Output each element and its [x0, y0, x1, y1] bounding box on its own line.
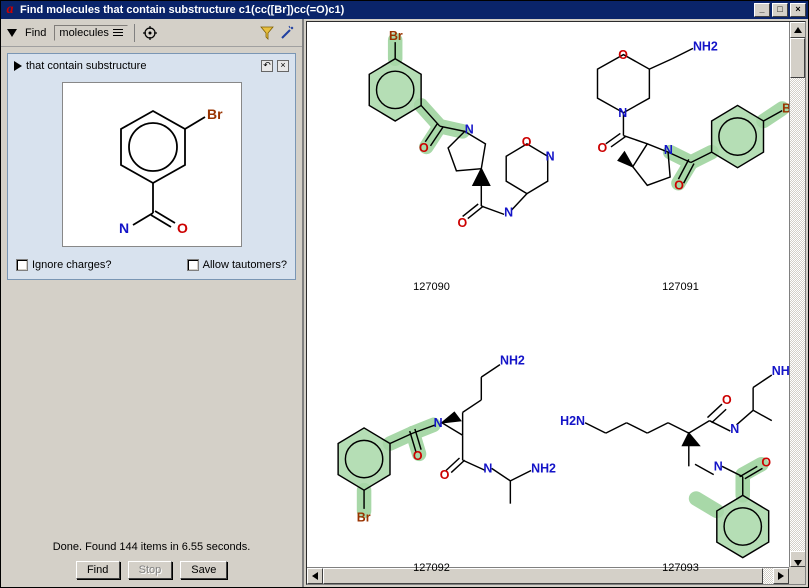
save-button[interactable]: Save: [180, 561, 227, 579]
svg-text:O: O: [522, 135, 532, 149]
svg-text:N: N: [664, 143, 673, 157]
svg-text:N: N: [546, 149, 555, 163]
svg-text:N: N: [483, 462, 492, 476]
svg-text:N: N: [618, 106, 627, 120]
expand-icon[interactable]: [14, 61, 22, 71]
settings-icon[interactable]: [141, 24, 159, 42]
dropdown-lines-icon: [113, 29, 123, 37]
result-id: 127090: [413, 281, 450, 293]
find-button[interactable]: Find: [76, 561, 120, 579]
titlebar: a Find molecules that contain substructu…: [1, 1, 808, 19]
query-toolbar: Find molecules: [1, 19, 302, 47]
separator: [134, 24, 135, 42]
scroll-thumb[interactable]: [790, 38, 805, 78]
scroll-down-icon[interactable]: [790, 551, 806, 567]
svg-text:O: O: [761, 455, 771, 469]
vertical-scrollbar[interactable]: [789, 22, 805, 567]
status-text: Done. Found 144 items in 6.55 seconds.: [1, 533, 302, 557]
result-id: 127091: [662, 281, 699, 293]
close-button[interactable]: ×: [790, 3, 806, 17]
ignore-charges-label: Ignore charges?: [32, 259, 112, 271]
scroll-up-icon[interactable]: [790, 22, 806, 38]
query-structure-canvas[interactable]: Br O N: [62, 82, 242, 247]
svg-text:N: N: [714, 459, 723, 473]
scroll-right-icon[interactable]: [773, 568, 789, 584]
svg-text:NH2: NH2: [693, 39, 718, 53]
result-id: 127093: [662, 562, 699, 574]
result-cell[interactable]: O N NH2 O N O Br 127091: [556, 22, 805, 303]
query-panel: Find molecules that contain subs: [1, 19, 304, 587]
result-id: 127092: [413, 562, 450, 574]
svg-text:O: O: [413, 449, 423, 463]
svg-text:N: N: [504, 205, 513, 219]
svg-text:O: O: [457, 216, 467, 230]
svg-text:H2N: H2N: [560, 414, 585, 428]
action-icon[interactable]: [278, 24, 296, 42]
svg-text:O: O: [674, 178, 684, 192]
type-dropdown-label: molecules: [59, 27, 109, 39]
svg-text:N: N: [465, 122, 474, 136]
svg-text:NH2: NH2: [500, 354, 525, 368]
window-title: Find molecules that contain substructure…: [20, 4, 752, 16]
atom-br: Br: [207, 106, 223, 122]
result-cell[interactable]: H2N O N NH2 N O 127093: [556, 303, 805, 584]
svg-text:N: N: [730, 422, 739, 436]
minimize-button[interactable]: _: [754, 3, 770, 17]
result-cell[interactable]: Br O N O N O N 127090: [307, 22, 556, 303]
result-cell[interactable]: Br O N NH2 O N NH2 127092: [307, 303, 556, 584]
ignore-charges-checkbox[interactable]: Ignore charges?: [16, 259, 112, 271]
svg-text:O: O: [598, 141, 608, 155]
svg-text:N: N: [434, 416, 443, 430]
scroll-left-icon[interactable]: [307, 568, 323, 584]
svg-text:NH2: NH2: [531, 462, 556, 476]
horizontal-scrollbar[interactable]: [307, 567, 789, 584]
stop-button: Stop: [128, 561, 173, 579]
results-panel: Br O N O N O N 127090: [304, 19, 808, 587]
close-query-icon[interactable]: ×: [277, 60, 289, 72]
svg-text:O: O: [419, 141, 429, 155]
undo-query-icon[interactable]: ↶: [261, 60, 273, 72]
type-dropdown[interactable]: molecules: [54, 25, 128, 41]
substructure-box: that contain substructure ↶ ×: [7, 53, 296, 280]
atom-o: O: [177, 220, 188, 236]
allow-tautomers-label: Allow tautomers?: [203, 259, 287, 271]
atom-n: N: [119, 220, 129, 236]
svg-text:O: O: [618, 48, 628, 62]
svg-text:Br: Br: [389, 29, 403, 43]
results-viewport: Br O N O N O N 127090: [306, 21, 806, 585]
dropdown-icon[interactable]: [7, 29, 17, 37]
query-header-text: that contain substructure: [26, 60, 257, 72]
app-icon: a: [3, 3, 17, 17]
svg-text:O: O: [440, 468, 450, 482]
maximize-button[interactable]: □: [772, 3, 788, 17]
svg-text:Br: Br: [357, 510, 371, 524]
allow-tautomers-checkbox[interactable]: Allow tautomers?: [187, 259, 287, 271]
scroll-corner: [789, 567, 805, 584]
find-label: Find: [21, 27, 50, 39]
svg-text:O: O: [722, 393, 732, 407]
filter-icon[interactable]: [258, 24, 276, 42]
